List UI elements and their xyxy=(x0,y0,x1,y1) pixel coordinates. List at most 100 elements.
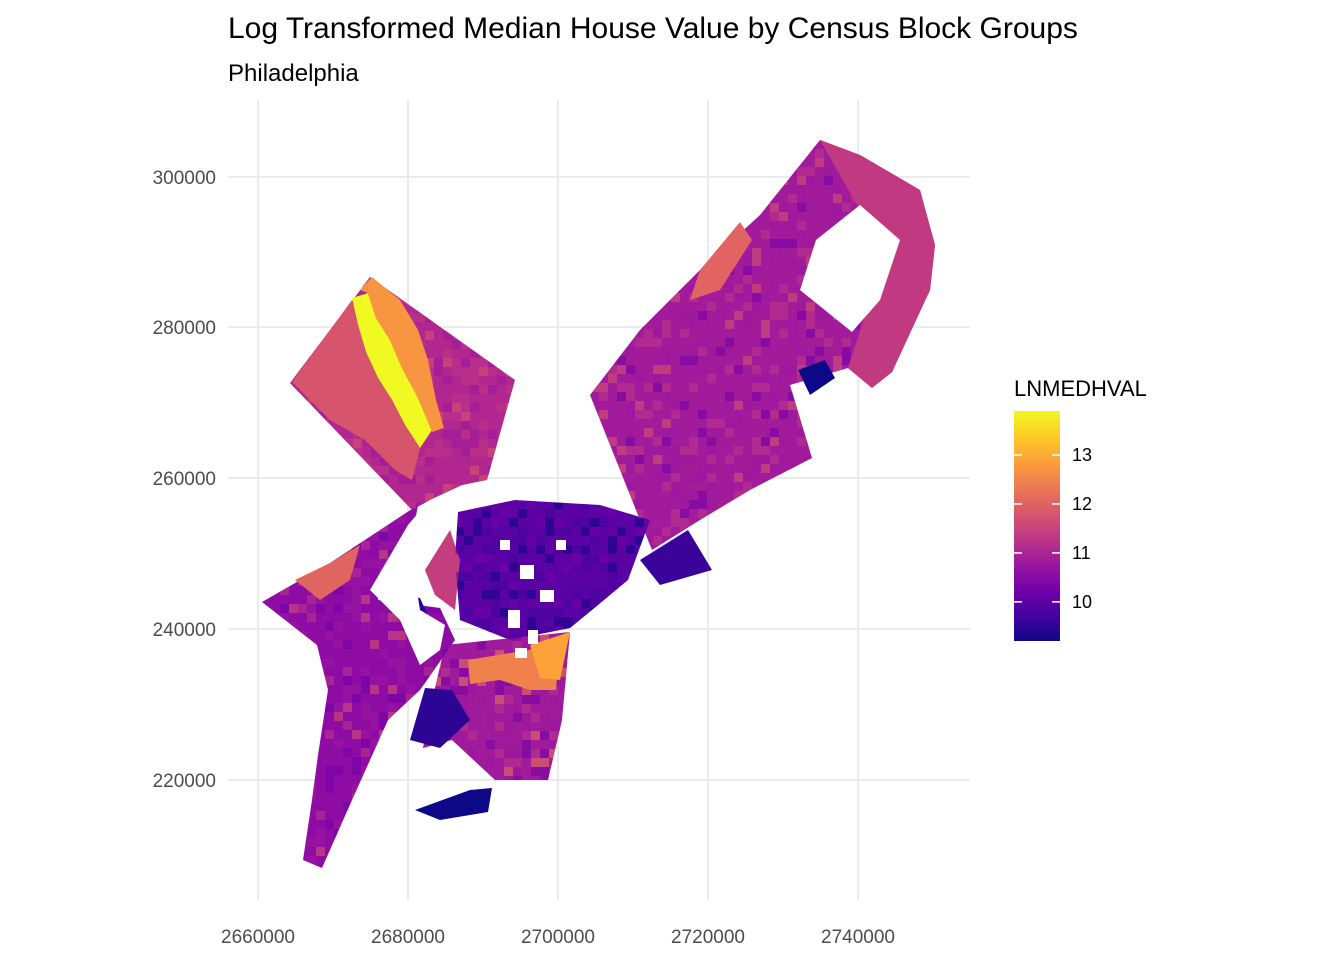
block-group-cell xyxy=(608,410,617,419)
block-group-cell xyxy=(806,311,815,320)
block-group-cell xyxy=(450,731,459,740)
block-group-cell xyxy=(335,277,344,286)
block-group-cell xyxy=(262,649,271,658)
block-group-cell xyxy=(761,455,770,464)
block-group-cell xyxy=(352,757,361,766)
block-group-cell xyxy=(432,749,441,758)
block-group-cell xyxy=(626,248,635,257)
block-group-cell xyxy=(878,383,887,392)
block-group-cell xyxy=(379,676,388,685)
block-group-cell xyxy=(572,626,581,635)
block-group-cell xyxy=(513,758,522,767)
block-group-cell xyxy=(280,550,289,559)
block-group-cell xyxy=(477,641,486,650)
block-group-cell xyxy=(473,554,482,563)
block-group-cell xyxy=(497,475,506,484)
block-group-cell xyxy=(779,302,788,311)
block-group-cell xyxy=(361,730,370,739)
block-group-cell xyxy=(725,545,734,550)
block-group-cell xyxy=(752,374,761,383)
region-west-orange xyxy=(295,545,360,600)
block-group-cell xyxy=(518,527,527,536)
block-group-cell xyxy=(397,847,406,856)
park-hole xyxy=(800,205,900,332)
block-group-cell xyxy=(488,385,497,394)
block-group-cell xyxy=(370,640,379,649)
block-group-cell xyxy=(662,356,671,365)
block-group-cell xyxy=(443,376,452,385)
block-group-cell xyxy=(298,658,307,667)
block-group-cell xyxy=(407,502,416,510)
block-group-cell xyxy=(779,491,788,500)
block-group-cell xyxy=(842,437,851,446)
block-group-cell xyxy=(761,392,770,401)
block-group-cell xyxy=(558,740,567,749)
block-group-cell xyxy=(590,536,599,545)
block-group-cell xyxy=(788,500,797,509)
block-group-cell xyxy=(352,523,361,532)
block-group-cell xyxy=(590,356,599,365)
block-group-cell xyxy=(743,194,752,203)
block-group-cell xyxy=(617,536,626,545)
block-group-cell xyxy=(833,500,842,509)
block-group-cell xyxy=(824,437,833,446)
block-group-cell xyxy=(653,482,662,491)
block-group-cell xyxy=(388,712,397,721)
block-group-cell xyxy=(554,500,563,509)
block-group-cell xyxy=(626,293,635,302)
block-group-cell xyxy=(779,293,788,302)
block-group-cell xyxy=(572,554,581,563)
block-group-cell xyxy=(779,167,788,176)
block-group-cell xyxy=(635,401,644,410)
block-group-cell xyxy=(689,437,698,446)
block-group-cell xyxy=(316,838,325,847)
block-group-cell xyxy=(509,536,518,545)
block-group-cell xyxy=(450,686,459,695)
block-group-cell xyxy=(563,545,572,554)
block-group-cell xyxy=(626,401,635,410)
block-group-cell xyxy=(905,365,914,374)
block-group-cell xyxy=(424,766,433,775)
block-group-cell xyxy=(644,383,653,392)
block-group-cell xyxy=(572,590,581,599)
block-group-cell xyxy=(869,140,878,149)
block-group-cell xyxy=(488,448,497,457)
block-group-cell xyxy=(531,713,540,722)
block-group-cell xyxy=(455,527,464,536)
block-group-cell xyxy=(479,277,488,286)
block-group-cell xyxy=(307,793,316,802)
block-group-cell xyxy=(388,703,397,712)
block-group-cell xyxy=(554,608,563,617)
block-group-cell xyxy=(887,428,896,437)
block-group-cell xyxy=(725,392,734,401)
block-group-cell xyxy=(932,167,935,176)
block-group-cell xyxy=(325,622,334,631)
block-group-cell xyxy=(307,730,316,739)
block-group-cell xyxy=(307,613,316,622)
block-group-cell xyxy=(280,721,289,730)
block-group-cell xyxy=(540,785,549,794)
block-group-cell xyxy=(495,749,504,758)
block-group-cell xyxy=(833,446,842,455)
block-group-cell xyxy=(653,293,662,302)
block-group-cell xyxy=(522,695,531,704)
block-group-cell xyxy=(415,577,424,586)
block-group-cell xyxy=(815,482,824,491)
block-group-cell xyxy=(617,356,626,365)
block-group-cell xyxy=(698,527,707,536)
block-group-cell xyxy=(509,581,518,590)
block-group-cell xyxy=(424,667,433,676)
block-group-cell xyxy=(779,509,788,518)
block-group-cell xyxy=(307,523,316,532)
block-group-cell xyxy=(824,410,833,419)
block-group-cell xyxy=(500,563,509,572)
block-group-cell xyxy=(680,140,689,149)
block-group-cell xyxy=(824,536,833,545)
block-group-cell xyxy=(262,730,271,739)
block-group-cell xyxy=(824,167,833,176)
block-group-cell xyxy=(797,149,806,158)
block-group-cell xyxy=(479,358,488,367)
block-group-cell xyxy=(617,626,626,635)
block-group-cell xyxy=(779,239,788,248)
block-group-cell xyxy=(698,194,707,203)
